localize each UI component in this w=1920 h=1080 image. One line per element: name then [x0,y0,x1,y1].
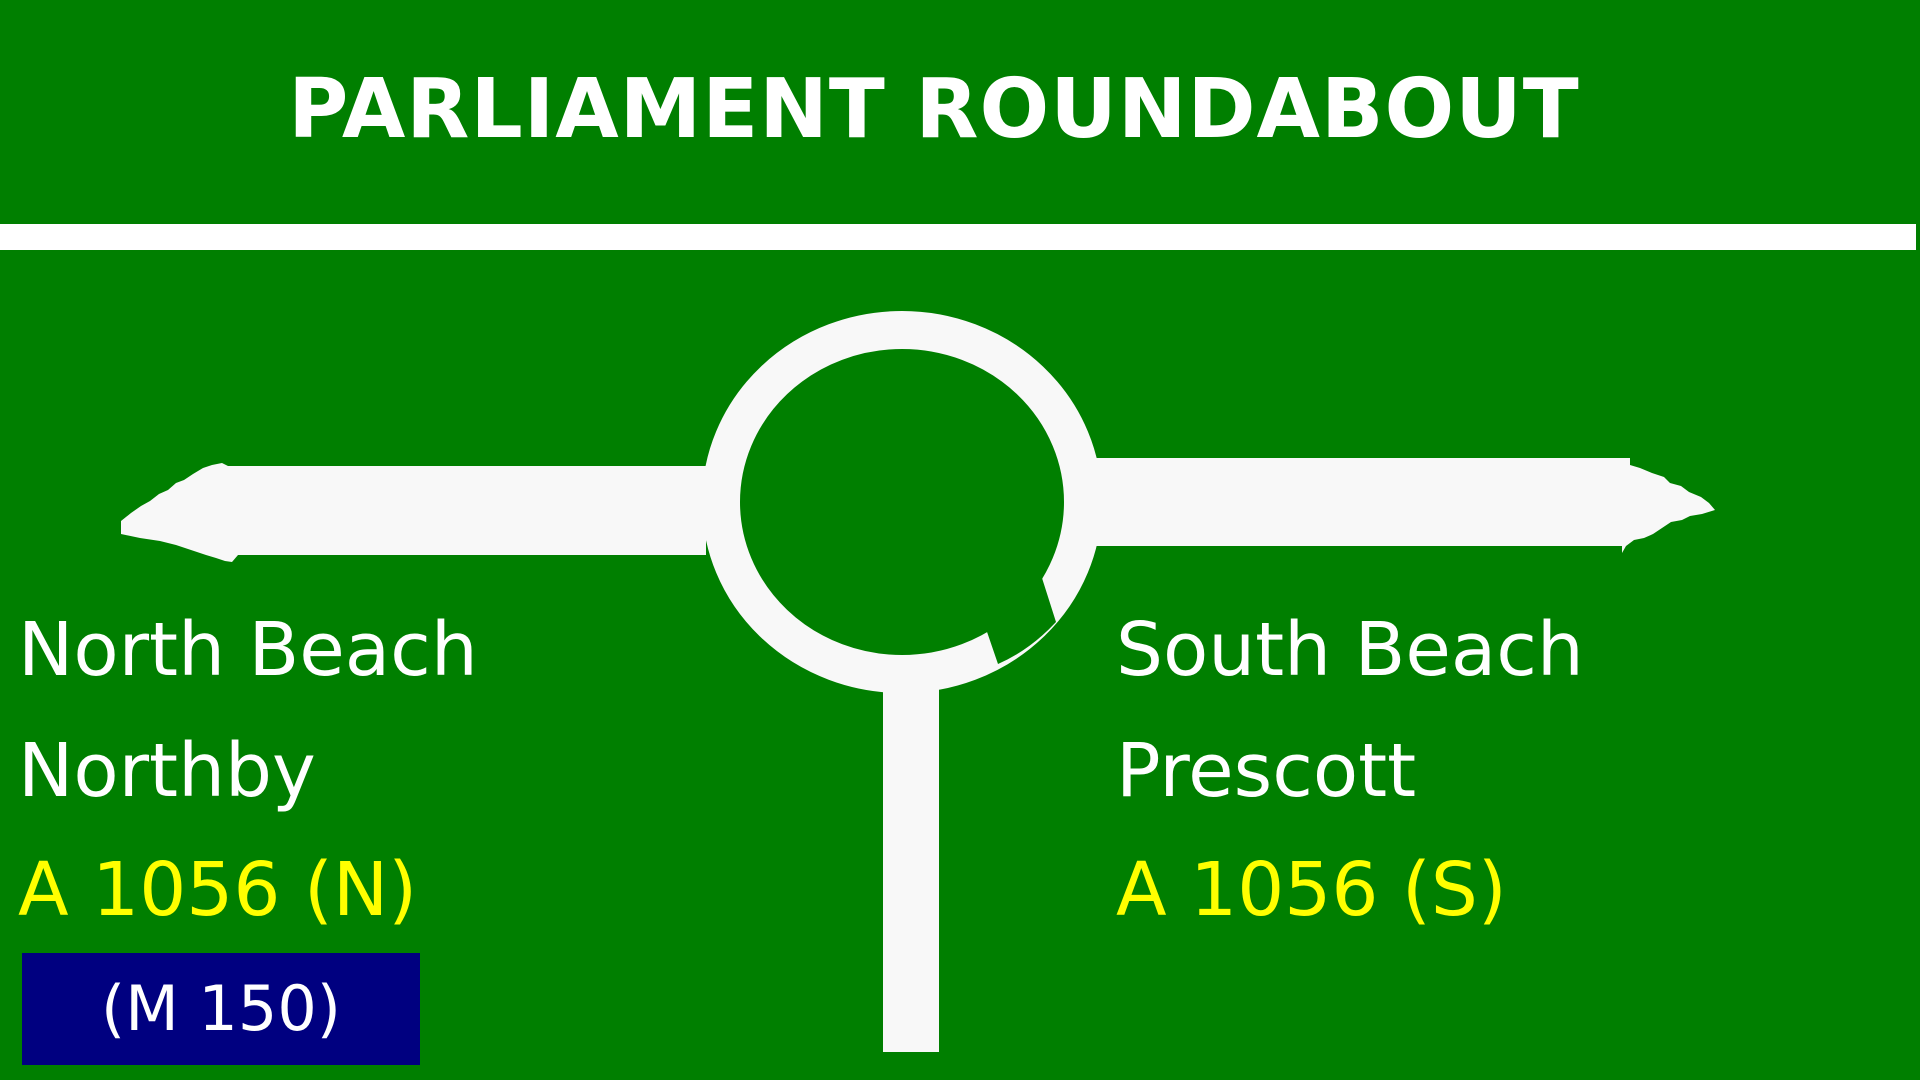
right-route-number: A 1056 (S) [1116,847,1507,933]
bottom-arm [883,684,939,1052]
left-arm-arrow [121,463,706,562]
ring-entry-gap [985,578,1056,664]
left-route-number: A 1056 (N) [18,847,418,933]
title-divider [0,224,1916,250]
right-destination-2: Prescott [1116,728,1417,814]
right-destination-1: South Beach [1116,607,1584,693]
motorway-patch: (M 150) [22,953,420,1065]
motorway-route-number: (M 150) [101,972,341,1045]
right-arm-arrow [1094,458,1715,553]
sign-title: PARLIAMENT ROUNDABOUT [288,62,1580,157]
left-destination-2: Northby [18,728,316,814]
left-destination-1: North Beach [18,607,478,693]
roundabout-ring [702,311,1102,693]
